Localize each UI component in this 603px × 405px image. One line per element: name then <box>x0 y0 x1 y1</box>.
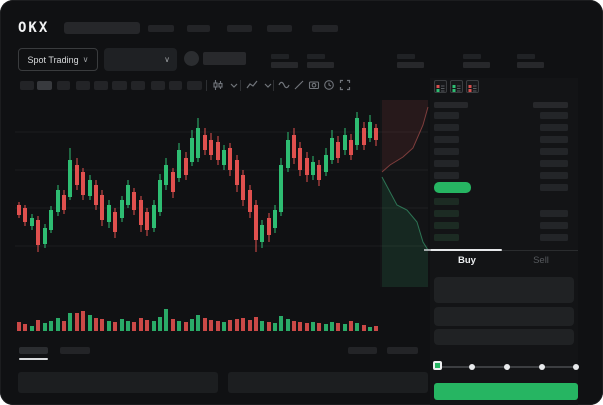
line-type-wave-icon[interactable] <box>278 79 290 91</box>
slider-stop-75[interactable] <box>539 364 545 370</box>
okx-logo: OKX <box>18 20 50 36</box>
slider-stop-50[interactable] <box>504 364 510 370</box>
candle-interval-icon[interactable] <box>212 79 224 91</box>
timeframe-chip-7[interactable] <box>131 81 145 90</box>
timeframe-chip-1[interactable] <box>20 81 34 90</box>
order-book-ask-amount[interactable] <box>540 136 568 143</box>
order-book-ask-row[interactable] <box>434 136 459 143</box>
tab-sell[interactable]: Sell <box>533 255 549 266</box>
order-book-ask-amount[interactable] <box>540 112 568 119</box>
order-book-ask-amount[interactable] <box>540 148 568 155</box>
toolbar-divider <box>206 80 207 91</box>
timeframe-chip-2-active[interactable] <box>37 81 52 90</box>
timeframe-chip-6[interactable] <box>112 81 127 90</box>
timeframe-chip-9[interactable] <box>169 81 182 90</box>
chevron-down-icon[interactable] <box>262 79 274 91</box>
price-input[interactable] <box>434 277 574 303</box>
order-book-ask-amount[interactable] <box>540 160 568 167</box>
pair-name-placeholder <box>203 52 246 65</box>
bottom-action-2[interactable] <box>387 347 418 354</box>
order-book-row-amount <box>540 184 568 191</box>
indicator-icon[interactable] <box>246 79 258 91</box>
coin-avatar <box>184 51 199 66</box>
last-price-highlight[interactable] <box>434 182 471 193</box>
nav-item-2[interactable] <box>187 25 210 32</box>
toolbar-divider <box>273 80 274 91</box>
timeframe-chip-4[interactable] <box>76 81 90 90</box>
bottom-panel-left <box>18 372 218 393</box>
market-mode-dropdown[interactable]: Spot Trading ∨ <box>18 48 98 71</box>
nav-item-4[interactable] <box>267 25 292 32</box>
bottom-panel-right <box>228 372 428 393</box>
fullscreen-icon[interactable] <box>339 79 351 91</box>
order-book-bid-row[interactable] <box>434 210 459 217</box>
order-book-ask-row[interactable] <box>434 148 459 155</box>
order-book-bid-amount[interactable] <box>540 222 568 229</box>
nav-item-3[interactable] <box>227 25 252 32</box>
book-asks-icon[interactable] <box>466 80 479 93</box>
order-book-ask-amount[interactable] <box>540 124 568 131</box>
nav-item-1[interactable] <box>148 25 174 32</box>
order-book-ask-row[interactable] <box>434 160 459 167</box>
order-book-header-amount <box>533 102 568 108</box>
order-book-bid-amount[interactable] <box>540 210 568 217</box>
toolbar-divider <box>240 80 241 91</box>
amount-input[interactable] <box>434 307 574 326</box>
order-book-bid-row[interactable] <box>434 234 459 241</box>
timeframe-chip-3[interactable] <box>57 81 70 90</box>
slider-handle[interactable] <box>433 361 442 370</box>
order-book-ask-amount[interactable] <box>540 172 568 179</box>
bottom-tab-2[interactable] <box>60 347 90 354</box>
order-book-ask-row[interactable] <box>434 112 459 119</box>
bottom-tab-active[interactable] <box>19 347 48 354</box>
pair-dropdown[interactable]: ∨ <box>104 48 177 71</box>
timeframe-chip-8[interactable] <box>151 81 165 90</box>
timeframe-chip-10[interactable] <box>187 81 202 90</box>
order-book-panel: Buy Sell <box>430 78 579 405</box>
chevron-down-icon: ∨ <box>164 54 170 64</box>
search-input[interactable] <box>64 22 140 34</box>
bottom-action-1[interactable] <box>348 347 377 354</box>
total-input[interactable] <box>434 329 574 345</box>
order-book-bid-row[interactable] <box>434 198 459 205</box>
nav-item-5[interactable] <box>312 25 338 32</box>
order-book-ask-row[interactable] <box>434 124 459 131</box>
order-book-ask-row[interactable] <box>434 172 459 179</box>
timeframe-chip-5[interactable] <box>94 81 108 90</box>
book-combined-icon[interactable] <box>434 80 447 93</box>
draw-pencil-icon[interactable] <box>293 79 305 91</box>
order-book-bid-row[interactable] <box>434 222 459 229</box>
chevron-down-icon[interactable] <box>228 79 240 91</box>
buy-tab-indicator <box>430 249 502 251</box>
book-bids-icon[interactable] <box>450 80 463 93</box>
camera-icon[interactable] <box>308 79 320 91</box>
tab-buy[interactable]: Buy <box>458 255 476 266</box>
order-book-header-price <box>434 102 468 108</box>
order-book-bid-amount[interactable] <box>540 234 568 241</box>
chevron-down-icon: ∨ <box>82 54 89 64</box>
market-mode-label: Spot Trading <box>27 54 79 65</box>
tabs-separator <box>430 250 578 251</box>
slider-stop-100[interactable] <box>573 364 579 370</box>
clock-icon[interactable] <box>323 79 335 91</box>
buy-submit-button[interactable] <box>434 383 578 400</box>
slider-stop-25[interactable] <box>469 364 475 370</box>
bottom-tab-active-indicator <box>19 358 48 360</box>
